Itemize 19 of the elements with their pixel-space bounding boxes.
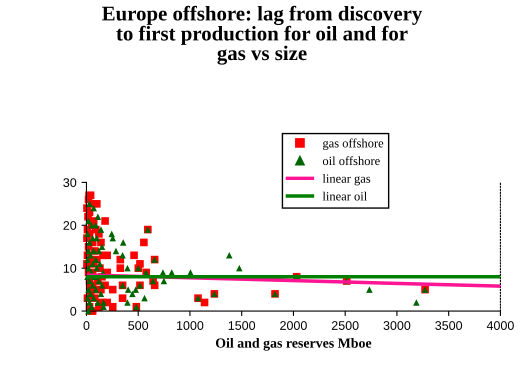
y-tick-label: 20 [63, 221, 76, 230]
x-tick-label: 500 [128, 321, 148, 330]
y-tick-label: 0 [70, 306, 76, 316]
x-tick-label: 0 [83, 321, 90, 330]
x-tick-label: 2000 [280, 321, 307, 330]
legend-label: linear gas [322, 174, 370, 186]
x-tick-label: 1500 [228, 321, 256, 330]
x-tick-label: 3000 [384, 321, 410, 330]
x-tick-label: 3500 [435, 321, 462, 330]
x-tick-label: 1000 [177, 321, 204, 330]
legend-label: oil offshore [322, 156, 380, 166]
x-tick-label: 4000 [486, 321, 514, 330]
x-tick-label: 2500 [332, 321, 359, 330]
y-tick-label: 30 [63, 178, 76, 188]
y-tick-label: 10 [64, 264, 76, 273]
legend-label: gas offshore [322, 138, 384, 150]
x-axis-title: Oil and gas reserves Mboe [216, 338, 372, 351]
legend-label: linear oil [322, 192, 367, 200]
chart-title: Europe offshore: lag from discovery to first production for oil and for gas vs size [102, 6, 422, 65]
